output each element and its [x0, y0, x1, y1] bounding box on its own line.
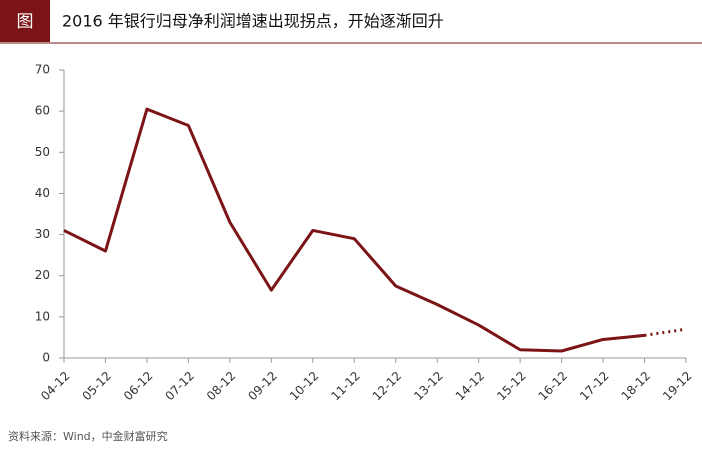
- x-tick-label: 17-12: [577, 369, 612, 404]
- x-tick-label: 11-12: [328, 369, 363, 404]
- y-tick-label: 10: [35, 309, 50, 323]
- y-tick-label: 0: [42, 351, 50, 365]
- x-tick-label: 04-12: [38, 369, 73, 404]
- x-tick-label: 12-12: [370, 369, 405, 404]
- badge: 图: [17, 12, 34, 32]
- x-tick-label: 06-12: [121, 369, 156, 404]
- x-tick-label: 15-12: [494, 369, 529, 404]
- x-tick-label: 09-12: [245, 369, 280, 404]
- badge-box: [0, 0, 50, 42]
- forecast-line: [644, 327, 687, 337]
- x-tick-label: 16-12: [536, 369, 571, 404]
- x-tick-label: 08-12: [204, 369, 239, 404]
- x-tick-label: 07-12: [162, 369, 197, 404]
- x-tick-label: 14-12: [453, 369, 488, 404]
- series-line: [63, 107, 645, 353]
- y-tick-label: 40: [35, 186, 50, 200]
- y-tick-label: 70: [35, 63, 50, 77]
- chart-title: 2016 年银行归母净利润增速出现拐点，开始逐渐回升: [62, 12, 444, 31]
- source: 资料来源：Wind，中金财富研究: [8, 429, 168, 443]
- y-tick-label: 30: [35, 227, 50, 241]
- y-tick-label: 50: [35, 145, 50, 159]
- x-tick-label: 10-12: [287, 369, 322, 404]
- x-tick-label: 05-12: [80, 369, 115, 404]
- x-tick-label: 13-12: [411, 369, 446, 404]
- y-tick-label: 20: [35, 268, 50, 282]
- y-tick-label: 60: [35, 104, 50, 118]
- x-tick-label: 19-12: [660, 369, 695, 404]
- x-tick-label: 18-12: [619, 369, 654, 404]
